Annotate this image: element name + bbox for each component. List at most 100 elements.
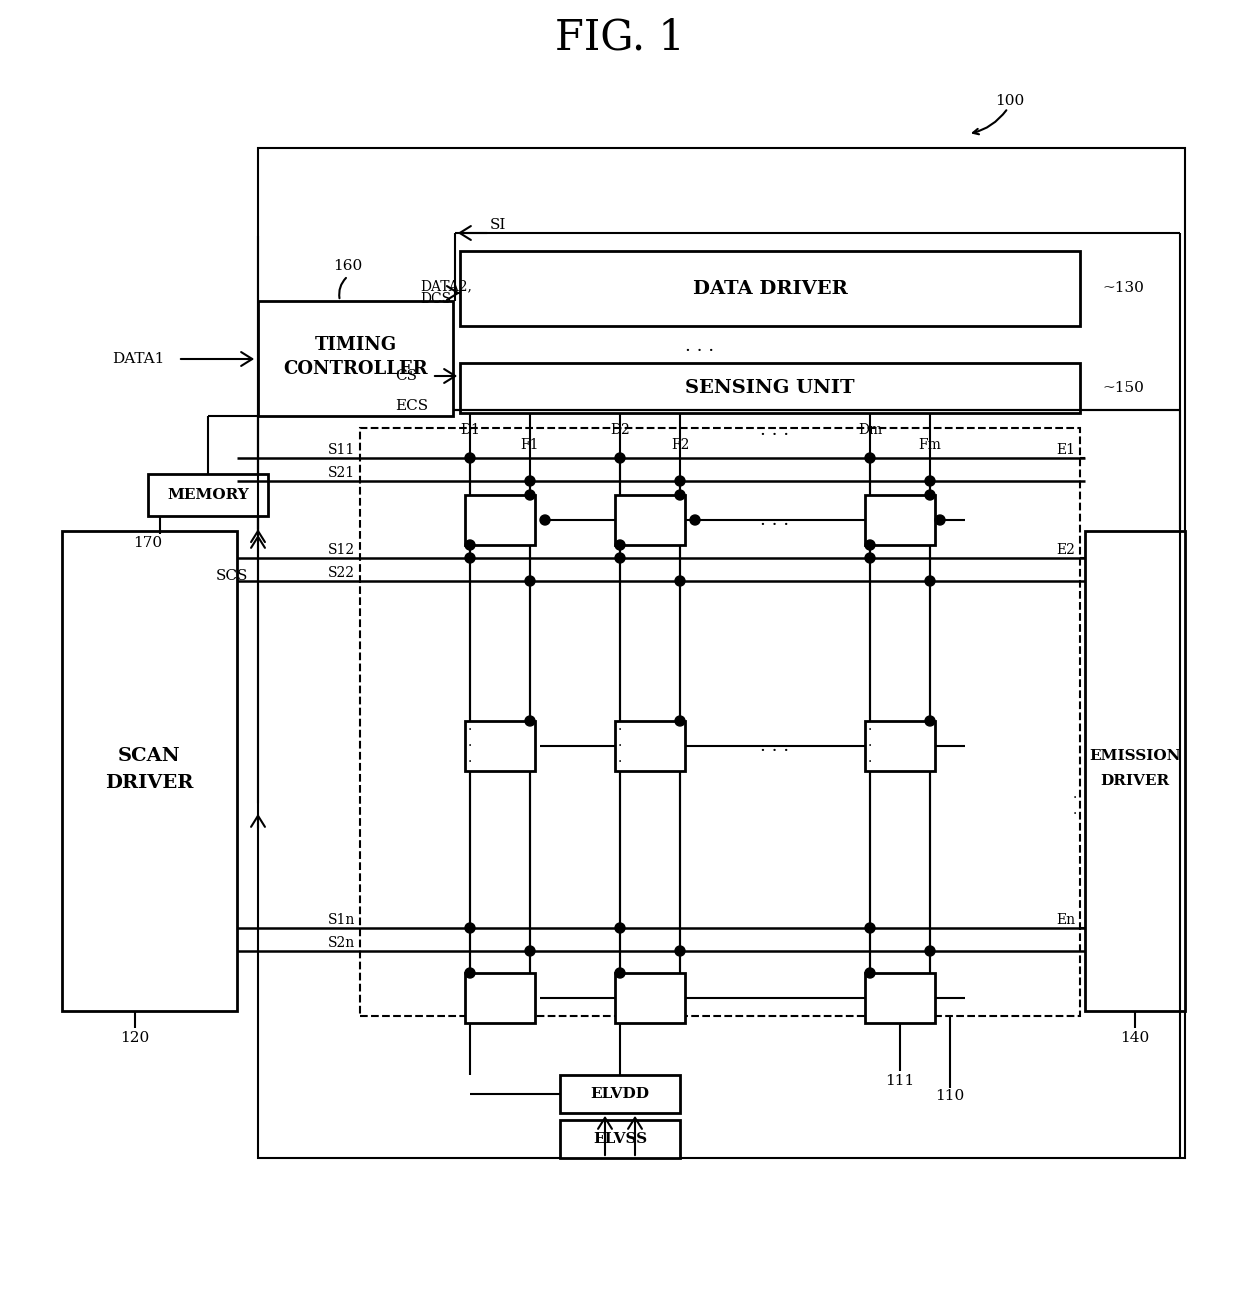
Circle shape	[615, 552, 625, 563]
Circle shape	[465, 539, 475, 550]
Text: E2: E2	[1056, 543, 1075, 556]
Circle shape	[675, 716, 684, 726]
Circle shape	[615, 968, 625, 978]
Text: CONTROLLER: CONTROLLER	[283, 359, 428, 377]
Text: . . .: . . .	[760, 421, 790, 439]
Text: DRIVER: DRIVER	[1100, 774, 1169, 788]
Text: 110: 110	[935, 1089, 965, 1104]
Bar	[866, 973, 935, 1023]
Text: DATA DRIVER: DATA DRIVER	[693, 279, 847, 298]
Text: DATA2,: DATA2,	[420, 279, 472, 293]
Circle shape	[525, 946, 534, 956]
Bar	[560, 1121, 680, 1158]
Circle shape	[525, 576, 534, 586]
Circle shape	[525, 716, 534, 726]
Text: ELVSS: ELVSS	[593, 1132, 647, 1145]
Text: ·
·: · ·	[1073, 791, 1078, 821]
Circle shape	[675, 946, 684, 956]
Text: SI: SI	[490, 218, 506, 232]
Text: S12: S12	[327, 543, 355, 556]
Text: ·
·
·: · · ·	[618, 722, 622, 769]
Text: 120: 120	[120, 1030, 150, 1045]
Bar	[1085, 532, 1185, 1011]
Text: En: En	[1056, 913, 1075, 927]
Circle shape	[615, 453, 625, 464]
Circle shape	[465, 453, 475, 464]
Bar	[465, 973, 534, 1023]
Text: F2: F2	[671, 438, 689, 452]
Bar	[62, 532, 237, 1011]
Text: . . .: . . .	[686, 337, 714, 355]
Bar	[148, 474, 268, 516]
Text: ·
·
·: · · ·	[467, 722, 472, 769]
Text: S1n: S1n	[327, 913, 355, 927]
Bar	[460, 251, 1080, 326]
Circle shape	[925, 576, 935, 586]
Text: TIMING: TIMING	[315, 336, 397, 354]
Text: Dm: Dm	[858, 423, 882, 438]
Circle shape	[675, 475, 684, 486]
Text: MEMORY: MEMORY	[167, 488, 249, 502]
Text: ~130: ~130	[1102, 281, 1143, 295]
Circle shape	[866, 539, 875, 550]
Bar	[258, 300, 453, 417]
Bar	[258, 148, 1185, 1158]
Text: S22: S22	[329, 565, 355, 580]
Bar	[615, 721, 684, 771]
Bar	[465, 721, 534, 771]
Circle shape	[866, 552, 875, 563]
Text: 111: 111	[885, 1074, 915, 1088]
Text: DATA1: DATA1	[112, 353, 164, 366]
Text: ECS: ECS	[396, 400, 428, 413]
Text: FIG. 1: FIG. 1	[556, 17, 684, 59]
Text: EMISSION: EMISSION	[1089, 750, 1180, 763]
Bar	[866, 721, 935, 771]
Text: DRIVER: DRIVER	[105, 774, 193, 791]
Circle shape	[866, 968, 875, 978]
Circle shape	[615, 539, 625, 550]
Circle shape	[615, 923, 625, 932]
Circle shape	[866, 453, 875, 464]
Bar	[615, 495, 684, 545]
Text: ELVDD: ELVDD	[590, 1087, 650, 1101]
Text: 170: 170	[134, 535, 162, 550]
Circle shape	[465, 968, 475, 978]
Text: S11: S11	[327, 443, 355, 457]
Text: 100: 100	[996, 94, 1024, 108]
Text: F1: F1	[521, 438, 539, 452]
Text: S2n: S2n	[327, 936, 355, 949]
Circle shape	[925, 946, 935, 956]
Text: 140: 140	[1121, 1030, 1149, 1045]
Circle shape	[525, 475, 534, 486]
Text: Fm: Fm	[919, 438, 941, 452]
Text: SCS: SCS	[216, 569, 248, 582]
Text: SENSING UNIT: SENSING UNIT	[686, 379, 854, 397]
Circle shape	[465, 923, 475, 932]
Bar	[360, 428, 1080, 1016]
Circle shape	[935, 515, 945, 525]
Circle shape	[925, 716, 935, 726]
Circle shape	[925, 490, 935, 500]
Bar	[615, 973, 684, 1023]
Circle shape	[675, 576, 684, 586]
Text: SCAN: SCAN	[118, 747, 181, 765]
Circle shape	[539, 515, 551, 525]
Circle shape	[689, 515, 701, 525]
Circle shape	[925, 475, 935, 486]
Text: . . .: . . .	[760, 511, 790, 529]
Circle shape	[465, 552, 475, 563]
Bar	[465, 495, 534, 545]
Bar	[460, 363, 1080, 413]
Text: CS: CS	[396, 370, 417, 383]
Text: ~150: ~150	[1102, 381, 1143, 394]
Text: ·
·
·: · · ·	[868, 722, 872, 769]
Circle shape	[675, 490, 684, 500]
Text: . . .: . . .	[760, 737, 790, 755]
Text: E1: E1	[1056, 443, 1075, 457]
Bar	[866, 495, 935, 545]
Bar	[560, 1075, 680, 1113]
Text: 160: 160	[334, 259, 362, 273]
Circle shape	[866, 923, 875, 932]
Text: S21: S21	[327, 466, 355, 481]
Text: DCS: DCS	[420, 293, 451, 306]
